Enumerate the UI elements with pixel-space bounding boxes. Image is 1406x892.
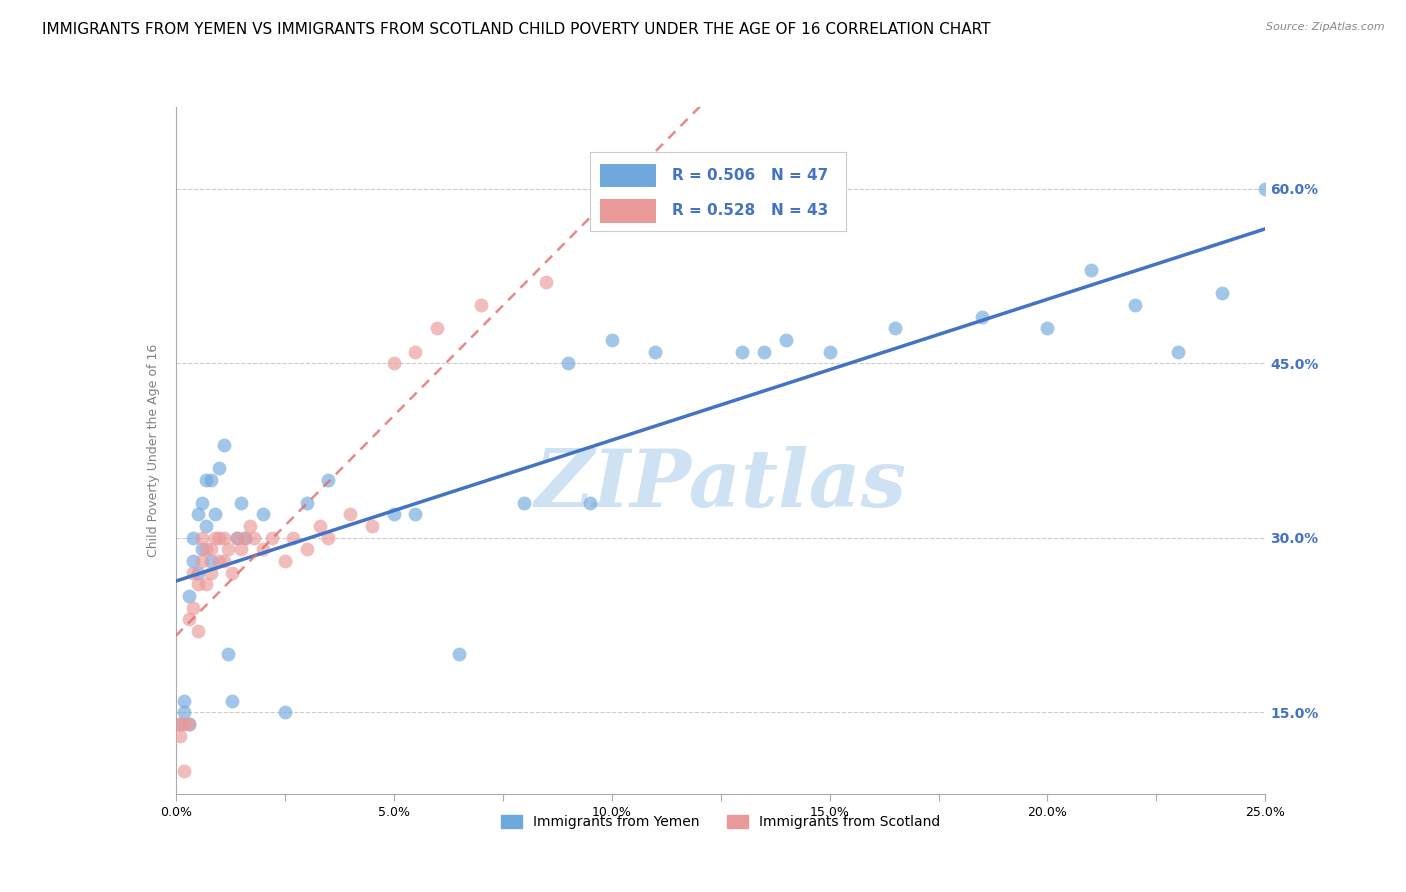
Point — [318, 531, 340, 545]
Point — [557, 356, 579, 370]
Point — [204, 531, 226, 545]
Point — [579, 496, 602, 510]
Point — [295, 542, 318, 557]
Point — [818, 344, 841, 359]
Point — [884, 321, 907, 335]
Point — [644, 344, 666, 359]
Point — [295, 496, 318, 510]
Point — [243, 531, 266, 545]
Point — [200, 554, 222, 568]
Point — [235, 531, 257, 545]
Point — [1036, 321, 1059, 335]
Point — [212, 437, 235, 451]
Point — [181, 600, 204, 615]
Point — [186, 624, 209, 638]
Point — [204, 508, 226, 522]
Point — [252, 542, 274, 557]
Point — [181, 566, 204, 580]
Point — [534, 275, 557, 289]
Point — [339, 508, 361, 522]
Point — [173, 717, 195, 731]
Point — [731, 344, 754, 359]
Point — [283, 531, 305, 545]
Point — [177, 612, 200, 626]
Point — [173, 706, 195, 720]
Point — [600, 333, 623, 347]
Point — [200, 566, 222, 580]
Point — [200, 473, 222, 487]
Text: R = 0.528   N = 43: R = 0.528 N = 43 — [672, 203, 828, 219]
Y-axis label: Child Poverty Under the Age of 16: Child Poverty Under the Age of 16 — [146, 343, 160, 558]
Point — [382, 508, 405, 522]
Point — [644, 158, 666, 172]
Point — [191, 554, 214, 568]
Point — [775, 333, 797, 347]
Point — [195, 577, 218, 591]
Point — [186, 508, 209, 522]
Point — [1167, 344, 1189, 359]
Point — [274, 706, 297, 720]
Text: IMMIGRANTS FROM YEMEN VS IMMIGRANTS FROM SCOTLAND CHILD POVERTY UNDER THE AGE OF: IMMIGRANTS FROM YEMEN VS IMMIGRANTS FROM… — [42, 22, 991, 37]
Point — [308, 519, 330, 533]
Point — [177, 717, 200, 731]
Point — [191, 531, 214, 545]
Text: R = 0.506   N = 47: R = 0.506 N = 47 — [672, 168, 828, 183]
Point — [360, 519, 382, 533]
Point — [181, 554, 204, 568]
FancyBboxPatch shape — [600, 163, 657, 187]
Text: Source: ZipAtlas.com: Source: ZipAtlas.com — [1267, 22, 1385, 32]
Point — [970, 310, 993, 324]
Point — [191, 542, 214, 557]
Point — [225, 531, 247, 545]
Point — [447, 647, 470, 661]
Point — [186, 577, 209, 591]
Point — [173, 764, 195, 778]
Point — [195, 519, 218, 533]
Point — [177, 589, 200, 603]
Point — [173, 694, 195, 708]
Point — [1123, 298, 1146, 312]
Point — [169, 717, 191, 731]
Point — [177, 717, 200, 731]
Point — [1211, 286, 1233, 301]
Point — [212, 531, 235, 545]
Point — [382, 356, 405, 370]
Point — [200, 542, 222, 557]
Point — [1254, 181, 1277, 195]
Text: ZIPatlas: ZIPatlas — [534, 446, 907, 524]
Point — [208, 461, 231, 475]
Legend: Immigrants from Yemen, Immigrants from Scotland: Immigrants from Yemen, Immigrants from S… — [495, 810, 946, 835]
Point — [208, 531, 231, 545]
Point — [405, 508, 427, 522]
Point — [235, 531, 257, 545]
Point — [195, 542, 218, 557]
Point — [252, 508, 274, 522]
Point — [426, 321, 449, 335]
Point — [217, 647, 239, 661]
Point — [221, 566, 243, 580]
Point — [169, 729, 191, 743]
Point — [239, 519, 262, 533]
Point — [217, 542, 239, 557]
Point — [208, 554, 231, 568]
Point — [195, 473, 218, 487]
Point — [231, 542, 253, 557]
Point — [191, 496, 214, 510]
Point — [186, 566, 209, 580]
Point — [754, 344, 776, 359]
Point — [169, 717, 191, 731]
Point — [318, 473, 340, 487]
Point — [231, 496, 253, 510]
Point — [225, 531, 247, 545]
Point — [221, 694, 243, 708]
Point — [513, 496, 536, 510]
Point — [405, 344, 427, 359]
FancyBboxPatch shape — [600, 199, 657, 223]
Point — [470, 298, 492, 312]
Point — [274, 554, 297, 568]
Point — [212, 554, 235, 568]
Point — [260, 531, 283, 545]
Point — [1080, 263, 1102, 277]
Point — [181, 531, 204, 545]
